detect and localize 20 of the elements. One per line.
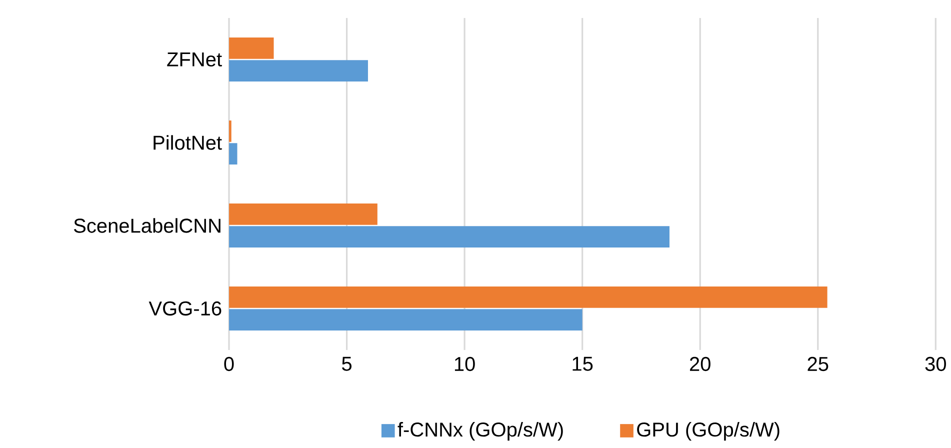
legend-label: GPU (GOp/s/W) (637, 422, 780, 441)
y-tick-label: ZFNet (167, 52, 222, 66)
bar (229, 203, 378, 225)
x-tick-label: 5 (342, 356, 352, 371)
x-tick-label: 15 (572, 356, 593, 371)
x-tick-label: 10 (454, 356, 475, 372)
y-tick-label: VGG-16 (148, 301, 222, 316)
bar (229, 226, 670, 248)
legend-label: f-CNNx (GOp/s/W) (398, 422, 563, 441)
x-tick-label: 25 (808, 356, 828, 372)
bar (229, 37, 274, 59)
x-tick-label: 30 (925, 356, 946, 372)
x-tick-label: 20 (690, 356, 710, 372)
y-tick-label: SceneLabelCNN (74, 218, 220, 233)
bar (229, 143, 238, 164)
bar (229, 286, 828, 308)
y-tick-label: PilotNet (154, 135, 222, 150)
x-tick-label: 0 (224, 356, 234, 372)
bar (229, 60, 368, 82)
bar (229, 309, 582, 330)
